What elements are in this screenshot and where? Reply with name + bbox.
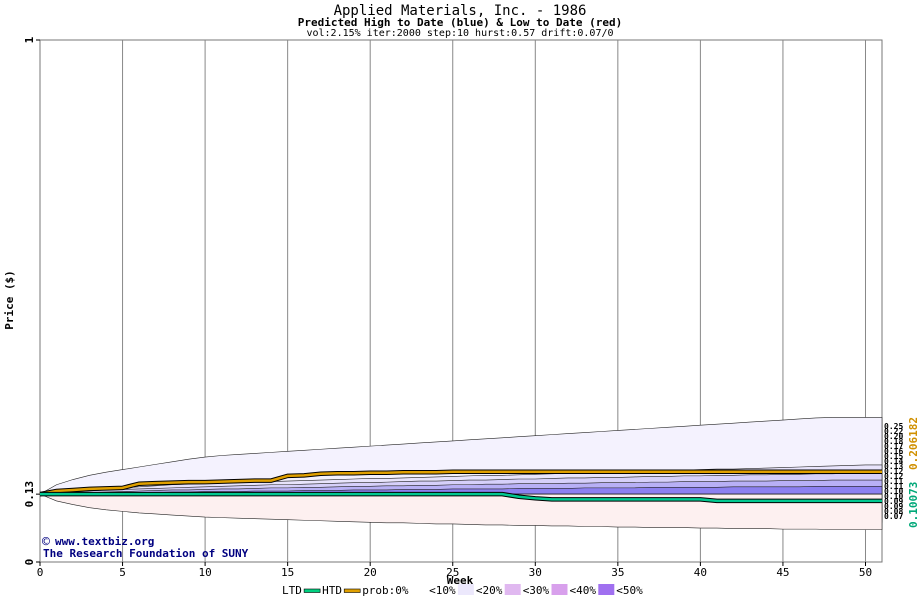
legend-swatch-line [343, 588, 361, 593]
y-tick-label: 1 [23, 36, 36, 43]
x-tick-label: 35 [611, 566, 624, 579]
legend-label: <10% [429, 584, 456, 597]
right-value-label: 0.11 [884, 482, 903, 491]
chart-title: Applied Materials, Inc. - 1986 [334, 3, 587, 19]
right-value-label: 0.09 [884, 502, 903, 511]
end-value-prob: 0.206182 [907, 417, 920, 470]
legend-swatch-box [598, 584, 615, 595]
y-tick-label: 0 [23, 559, 36, 566]
right-value-label: 0.18 [884, 437, 903, 446]
legend-swatch-box [504, 584, 521, 595]
y-tick-label: 0.13 [23, 481, 36, 508]
x-tick-label: 20 [364, 566, 377, 579]
prob-line [39, 470, 882, 496]
right-value-label: 0.20 [884, 432, 903, 441]
legend-label: LTD [282, 584, 302, 597]
chart-subtitle: Predicted High to Date (blue) & Low to D… [298, 16, 623, 29]
legend: LTD HTD prob:0% <10% <20% <30% <40% <50% [282, 584, 643, 597]
legend-swatch-box [411, 584, 428, 595]
right-value-label: 0.10 [884, 492, 903, 501]
right-value-label: 0.17 [884, 442, 903, 451]
right-value-label: 0.22 [884, 427, 903, 436]
x-tick-label: 25 [446, 566, 459, 579]
htd-line [40, 492, 882, 503]
legend-label: <20% [476, 584, 503, 597]
y-axis-label: Price ($) [3, 270, 16, 330]
right-value-label: 0.16 [884, 447, 903, 456]
end-value-htd: 0.10073 [907, 482, 920, 528]
right-value-label: 0.12 [884, 472, 903, 481]
x-tick-label: 15 [281, 566, 294, 579]
probability-bands [38, 417, 883, 530]
x-tick-label: 40 [694, 566, 707, 579]
right-value-label: 0.08 [884, 507, 903, 516]
legend-label: <50% [616, 584, 643, 597]
right-value-label: 0.07 [884, 512, 903, 521]
legend-label: <40% [570, 584, 597, 597]
x-tick-label: 10 [198, 566, 211, 579]
x-tick-label: 0 [37, 566, 44, 579]
x-axis-label: Week [447, 574, 474, 587]
right-value-label: 0.14 [884, 457, 903, 466]
legend-swatch-box [551, 584, 568, 595]
legend-swatch-box [457, 584, 474, 595]
right-value-label: 0.11 [884, 477, 903, 486]
right-value-label: 0.10 [884, 487, 903, 496]
x-tick-label: 50 [859, 566, 872, 579]
x-tick-label: 30 [529, 566, 542, 579]
x-tick-label: 5 [119, 566, 126, 579]
right-value-label: 0.09 [884, 497, 903, 506]
legend-swatch-line [303, 588, 321, 593]
x-tick-label: 45 [776, 566, 789, 579]
right-value-label: 0.25 [884, 422, 903, 431]
legend-label: <30% [523, 584, 550, 597]
y-axis-ticks: 0 0.13 1 [23, 36, 40, 565]
right-value-labels: 0.250.220.200.180.170.160.150.140.130.12… [884, 422, 903, 521]
x-axis-ticks: 0 5 10 15 20 25 30 35 40 45 50 [37, 562, 872, 579]
right-value-label: 0.13 [884, 462, 903, 471]
legend-label: HTD [322, 584, 342, 597]
credit-website: www.textbiz.org [55, 535, 154, 548]
credit-organization: The Research Foundation of SUNY [43, 547, 249, 560]
right-value-label: 0.12 [884, 467, 903, 476]
legend-label: prob:0% [362, 584, 409, 597]
chart-params: vol:2.15% iter:2000 step:10 hurst:0.57 d… [306, 28, 613, 39]
copyright-symbol: © [42, 535, 50, 550]
right-value-label: 0.15 [884, 452, 903, 461]
series-lines [39, 469, 882, 504]
